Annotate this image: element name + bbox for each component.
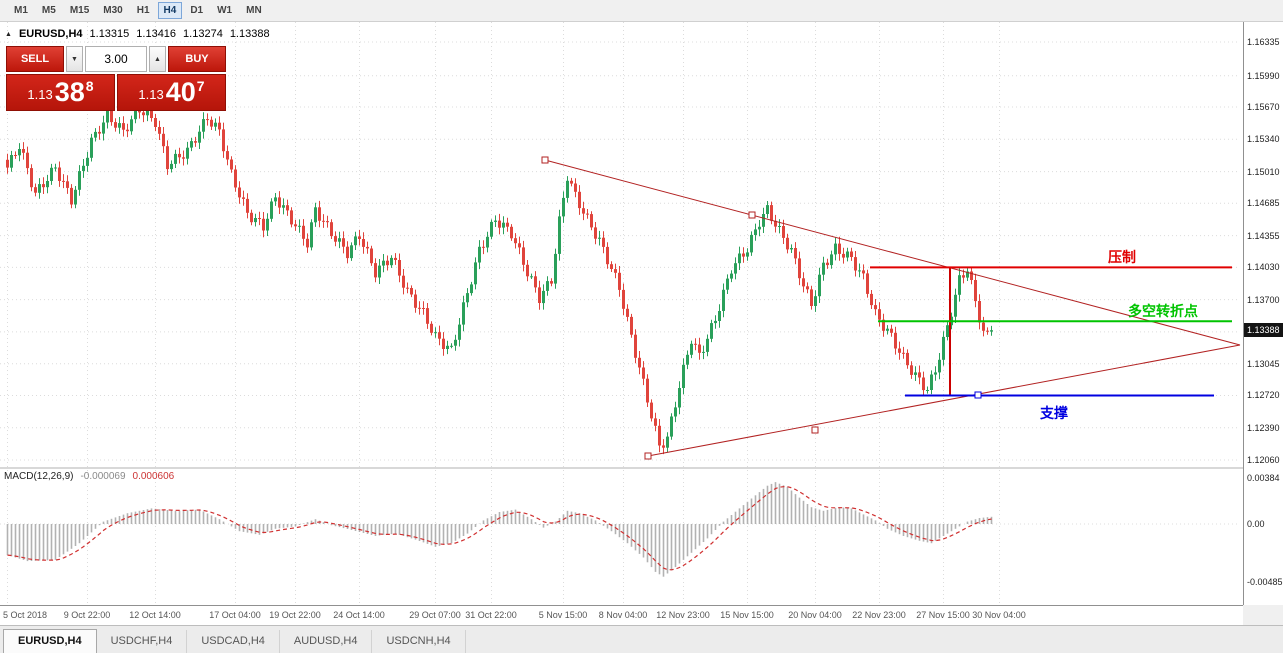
time-axis-label: 17 Oct 04:00 xyxy=(209,610,261,620)
time-axis-label: 30 Nov 04:00 xyxy=(972,610,1026,620)
chart-tab-USDCHF-H4[interactable]: USDCHF,H4 xyxy=(97,630,188,653)
price-axis-label: 1.14355 xyxy=(1247,230,1280,241)
price-axis-label: 1.14030 xyxy=(1247,262,1280,273)
grid xyxy=(0,22,1240,603)
price-axis-label: 1.15990 xyxy=(1247,70,1280,81)
time-axis-label: 5 Oct 2018 xyxy=(3,610,48,620)
current-price-badge: 1.13388 xyxy=(1244,323,1283,338)
time-axis-label: 22 Nov 23:00 xyxy=(852,610,906,620)
time-axis-label: 29 Oct 07:00 xyxy=(409,610,461,620)
svg-text:压制: 压制 xyxy=(1108,249,1136,265)
timeframe-button-W1[interactable]: W1 xyxy=(211,2,238,19)
timeframe-button-H1[interactable]: H1 xyxy=(131,2,156,19)
price-axis-label: 1.12390 xyxy=(1247,422,1280,433)
sell-price-display[interactable]: 1.13 38 8 xyxy=(6,74,115,111)
macd-value-signal: 0.000606 xyxy=(132,471,175,482)
macd-histogram xyxy=(6,482,993,577)
macd-signal-line xyxy=(7,486,992,571)
price-axis[interactable]: 1.16335 1.15990 1.15670 1.15340 1.15010 1.146… xyxy=(1243,22,1283,605)
sell-price-big: 38 xyxy=(54,77,85,107)
price-axis-label: 1.14685 xyxy=(1247,198,1280,209)
chart-tab-USDCAD-H4[interactable]: USDCAD,H4 xyxy=(187,630,280,653)
buy-button[interactable]: BUY xyxy=(168,46,226,72)
symbol-name: EURUSD,H4 xyxy=(18,28,83,40)
time-axis-label: 8 Nov 04:00 xyxy=(598,610,648,620)
price-axis-label: 1.13045 xyxy=(1247,358,1280,369)
chart-tab-EURUSD-H4[interactable]: EURUSD,H4 xyxy=(3,629,97,653)
timeframe-button-M15[interactable]: M15 xyxy=(64,2,95,19)
price-axis-label: 1.12060 xyxy=(1247,455,1280,465)
sell-button[interactable]: SELL xyxy=(6,46,64,72)
macd-axis-label: 0.00384 xyxy=(1247,473,1280,483)
price-axis-label: 1.16335 xyxy=(1247,37,1280,47)
price-axis-label: 1.15340 xyxy=(1247,134,1280,145)
macd-axis-label: -0.00485 xyxy=(1247,577,1283,588)
time-axis[interactable]: 5 Oct 2018 9 Oct 22:00 12 Oct 14:00 17 Oct … xyxy=(0,605,1243,625)
price-axis-label: 1.15010 xyxy=(1247,166,1280,177)
price-axis-label: 1.15670 xyxy=(1247,102,1280,113)
lot-size-input[interactable]: 3.00 xyxy=(85,46,147,72)
timeframe-button-M1[interactable]: M1 xyxy=(8,2,34,19)
price-axis-label: 1.12720 xyxy=(1247,390,1280,401)
time-axis-label: 12 Oct 14:00 xyxy=(129,610,181,620)
ohlc-low: 1.13274 xyxy=(183,28,223,40)
time-axis-label: 31 Oct 22:00 xyxy=(465,610,517,620)
macd-axis-label: 0.00 xyxy=(1247,519,1265,529)
timeframe-button-H4[interactable]: H4 xyxy=(157,2,183,19)
buy-price-pip: 7 xyxy=(196,77,205,94)
timeframe-button-MN[interactable]: MN xyxy=(240,2,268,19)
time-axis-label: 27 Nov 15:00 xyxy=(916,610,970,620)
collapse-arrow-icon[interactable]: ▲ xyxy=(5,30,12,38)
time-axis-label: 5 Nov 15:00 xyxy=(538,610,588,620)
lot-increase-button[interactable]: ▲ xyxy=(149,46,166,72)
lot-decrease-button[interactable]: ▼ xyxy=(66,46,83,72)
candles xyxy=(6,103,993,455)
macd-value-main: -0.000069 xyxy=(80,471,126,482)
symbol-info-row: ▲ EURUSD,H4 1.13315 1.13416 1.13274 1.13… xyxy=(5,28,270,40)
time-axis-label: 9 Oct 22:00 xyxy=(63,610,111,620)
time-axis-label: 20 Nov 04:00 xyxy=(788,610,842,620)
chart-tab-AUDUSD-H4[interactable]: AUDUSD,H4 xyxy=(280,630,373,653)
time-axis-label: 24 Oct 14:00 xyxy=(333,610,385,620)
timeframe-toolbar: M1 M5 M15 M30 H1 H4 D1 W1 MN xyxy=(0,0,1283,22)
buy-price-big: 40 xyxy=(165,77,196,107)
timeframe-button-M5[interactable]: M5 xyxy=(36,2,62,19)
timeframe-button-M30[interactable]: M30 xyxy=(97,2,128,19)
timeframe-button-D1[interactable]: D1 xyxy=(184,2,209,19)
svg-text:支撑: 支撑 xyxy=(1039,405,1068,421)
chart-tabs-bar: EURUSD,H4 USDCHF,H4 USDCAD,H4 AUDUSD,H4 USDC… xyxy=(0,625,1283,653)
svg-text:多空转折点: 多空转折点 xyxy=(1128,303,1198,319)
chart-area[interactable]: 压制多空转折点支撑 ▲ EURUSD,H4 1.13315 1.13416 1.… xyxy=(0,22,1243,605)
macd-name: MACD(12,26,9) xyxy=(4,471,74,482)
macd-indicator-label: MACD(12,26,9) -0.000069 0.000606 xyxy=(4,471,174,482)
ohlc-open: 1.13315 xyxy=(89,28,130,40)
ohlc-close: 1.13388 xyxy=(229,28,270,40)
sell-price-prefix: 1.13 xyxy=(27,87,53,102)
time-axis-label: 15 Nov 15:00 xyxy=(720,610,774,620)
time-axis-label: 19 Oct 22:00 xyxy=(269,610,321,620)
sell-price-pip: 8 xyxy=(85,77,94,94)
chart-tab-USDCNH-H4[interactable]: USDCNH,H4 xyxy=(372,630,466,653)
trendlines[interactable] xyxy=(541,156,1241,460)
buy-price-display[interactable]: 1.13 40 7 xyxy=(117,74,226,111)
price-axis-label: 1.13700 xyxy=(1247,294,1280,305)
one-click-trade-panel: SELL ▼ 3.00 ▲ BUY 1.13 38 8 1.13 40 7 xyxy=(6,46,226,111)
time-axis-label: 12 Nov 23:00 xyxy=(656,610,710,620)
ohlc-high: 1.13416 xyxy=(136,28,177,40)
buy-price-prefix: 1.13 xyxy=(138,87,164,102)
